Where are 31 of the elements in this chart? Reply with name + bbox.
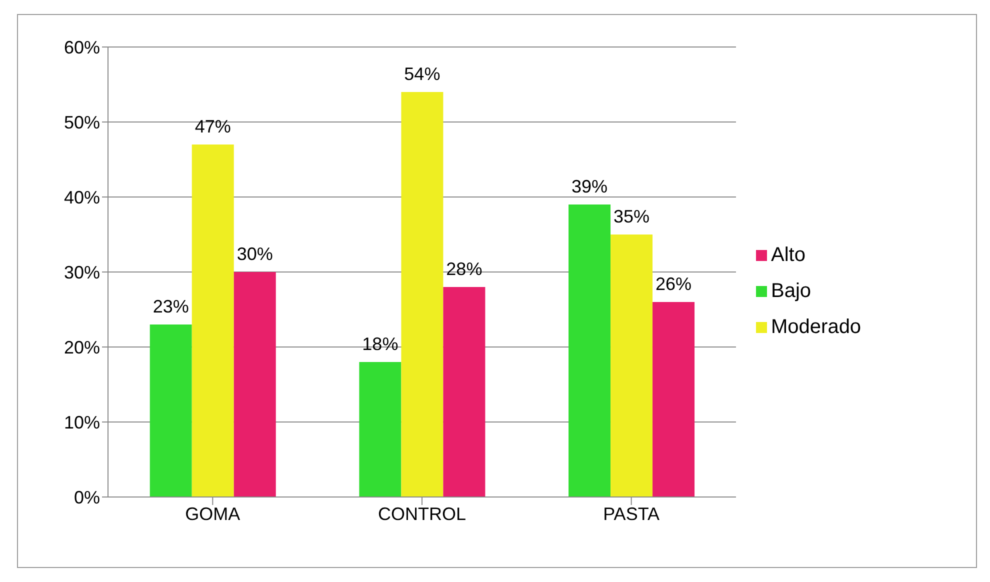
y-tick-label: 60% bbox=[64, 37, 100, 58]
legend-label: Moderado bbox=[771, 316, 862, 338]
bar bbox=[359, 362, 402, 497]
legend-label: Bajo bbox=[771, 280, 812, 302]
y-tick-label: 0% bbox=[74, 487, 100, 508]
data-label: 28% bbox=[446, 259, 482, 279]
data-label: 35% bbox=[614, 206, 650, 226]
y-tick-label: 10% bbox=[64, 412, 100, 432]
data-label: 39% bbox=[572, 176, 608, 196]
data-label: 54% bbox=[404, 64, 440, 84]
x-tick-label: PASTA bbox=[603, 504, 660, 524]
bar bbox=[652, 302, 695, 497]
y-tick-label: 50% bbox=[64, 112, 100, 132]
x-tick-label: CONTROL bbox=[378, 504, 466, 524]
y-tick-label: 40% bbox=[64, 187, 100, 208]
bar bbox=[192, 144, 234, 497]
y-tick-label: 20% bbox=[64, 337, 100, 358]
legend-label: Alto bbox=[771, 244, 806, 266]
bar bbox=[443, 287, 486, 497]
data-label: 23% bbox=[152, 296, 189, 316]
data-label: 26% bbox=[656, 274, 692, 294]
bar bbox=[568, 204, 611, 497]
data-label: 30% bbox=[236, 244, 273, 264]
data-label: 18% bbox=[362, 334, 398, 354]
x-tick-label: GOMA bbox=[185, 504, 240, 524]
y-tick-label: 30% bbox=[64, 262, 100, 282]
bar bbox=[234, 272, 276, 497]
bar bbox=[610, 234, 653, 497]
bar bbox=[401, 92, 444, 497]
bar bbox=[150, 324, 192, 497]
data-label: 47% bbox=[194, 116, 231, 136]
